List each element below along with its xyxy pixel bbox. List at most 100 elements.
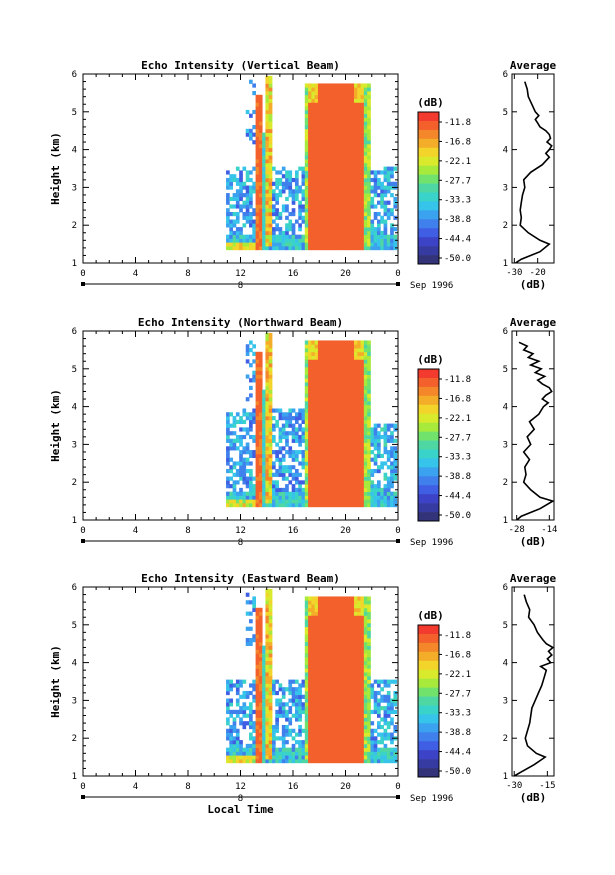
heatmap-cell <box>334 604 339 609</box>
heatmap-cell <box>321 468 325 474</box>
heatmap-cell <box>331 238 335 243</box>
heatmap-cell <box>321 679 325 684</box>
heatmap-cell <box>311 600 316 605</box>
heatmap-cell <box>258 472 263 477</box>
heatmap-cell <box>337 344 342 349</box>
heatmap-cell <box>344 484 348 489</box>
heatmap-cell <box>347 370 352 375</box>
heatmap-cell <box>344 664 348 669</box>
heatmap-cell <box>265 87 270 92</box>
heatmap-cell <box>291 227 296 232</box>
heatmap-cell <box>278 181 283 186</box>
heatmap-cell <box>331 193 335 198</box>
heatmap-cell <box>258 679 263 684</box>
heatmap-cell <box>291 491 296 496</box>
heatmap-cell <box>258 166 263 171</box>
heatmap-cell <box>272 480 276 485</box>
heatmap-cell <box>383 438 388 443</box>
heatmap-cell <box>327 128 332 133</box>
heatmap-cell <box>317 106 322 111</box>
heatmap-cell <box>337 132 342 137</box>
heatmap-cell <box>367 434 371 440</box>
heatmap-cell <box>229 238 234 243</box>
heatmap-cell <box>334 721 339 726</box>
heatmap-cell <box>268 378 273 383</box>
heatmap-cell <box>354 234 358 239</box>
heatmap-cell <box>357 487 361 493</box>
heatmap-cell <box>311 419 316 425</box>
heatmap-cell <box>324 359 329 364</box>
heatmap-cell <box>367 419 371 425</box>
heatmap-cell <box>347 427 352 432</box>
heatmap-cell <box>311 611 316 616</box>
heatmap-cell <box>327 166 332 171</box>
heatmap-cell <box>255 128 260 133</box>
heatmap-cell <box>331 219 335 224</box>
heatmap-cell <box>314 717 319 722</box>
heatmap-cell <box>311 242 316 247</box>
heatmap-cell <box>367 234 371 239</box>
heatmap-cell <box>321 170 325 175</box>
heatmap-cell <box>331 645 335 650</box>
heatmap-cell <box>331 245 335 251</box>
heatmap-cell <box>265 159 270 164</box>
heatmap-cell <box>327 728 332 733</box>
heatmap-cell <box>373 204 378 209</box>
heatmap-cell <box>350 242 355 247</box>
heatmap-cell <box>363 434 368 440</box>
heatmap-cell <box>275 728 279 733</box>
heatmap-cell <box>337 728 342 733</box>
heatmap-cell <box>347 690 352 696</box>
heatmap-cell <box>255 634 260 639</box>
heatmap-cell <box>308 468 312 474</box>
heatmap-cell <box>268 453 273 459</box>
heatmap-cell <box>327 751 332 756</box>
heatmap-cell <box>317 151 322 156</box>
heatmap-cell <box>311 162 316 168</box>
heatmap-cell <box>344 140 348 145</box>
heatmap-cell <box>278 472 283 477</box>
heatmap-cell <box>226 431 230 436</box>
heatmap-cell <box>321 393 325 398</box>
heatmap-cell <box>367 340 371 345</box>
heatmap-cell <box>324 170 329 175</box>
heatmap-cell <box>360 204 365 209</box>
heatmap-cell <box>334 94 339 99</box>
heatmap-cell <box>357 687 361 692</box>
heatmap-cell <box>360 706 365 711</box>
heatmap-cell <box>373 442 378 447</box>
heatmap-cell <box>357 619 361 624</box>
heatmap-cell <box>334 166 339 171</box>
heatmap-cell <box>344 653 348 658</box>
heatmap-cell <box>245 713 250 718</box>
heatmap-cell <box>363 698 368 703</box>
heatmap-cell <box>363 472 368 477</box>
heatmap-cell <box>354 495 358 500</box>
heatmap-cell <box>245 128 250 133</box>
heatmap-cell <box>337 215 342 220</box>
heatmap-cell <box>321 106 325 111</box>
heatmap-cell <box>331 109 335 115</box>
heatmap-cell <box>331 690 335 696</box>
heatmap-cell <box>321 487 325 493</box>
heatmap-cell <box>321 416 325 421</box>
heatmap-cell <box>390 245 394 251</box>
heatmap-cell <box>373 245 378 251</box>
heatmap-cell <box>377 177 381 183</box>
heatmap-cell <box>331 607 335 612</box>
heatmap-cell <box>340 706 345 711</box>
heatmap-cell <box>347 453 352 459</box>
heatmap-cell <box>347 721 352 726</box>
heatmap-cell <box>304 653 309 658</box>
heatmap-cell <box>308 660 312 665</box>
heatmap-cell <box>324 751 329 756</box>
heatmap-cell <box>380 465 384 470</box>
heatmap-cell <box>308 638 312 643</box>
heatmap-cell <box>278 412 283 417</box>
heatmap-cell <box>304 453 309 459</box>
heatmap-cell <box>265 208 270 213</box>
heatmap-cell <box>367 679 371 684</box>
heatmap-cell <box>301 419 306 425</box>
heatmap-cell <box>249 732 253 737</box>
heatmap-cell <box>311 348 316 353</box>
